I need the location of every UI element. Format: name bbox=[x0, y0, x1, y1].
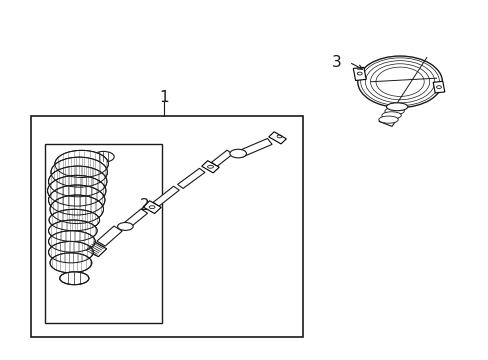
Ellipse shape bbox=[384, 108, 404, 114]
Polygon shape bbox=[237, 139, 271, 157]
Ellipse shape bbox=[381, 112, 401, 119]
Ellipse shape bbox=[117, 222, 133, 230]
Ellipse shape bbox=[48, 231, 95, 252]
Polygon shape bbox=[97, 226, 122, 246]
Polygon shape bbox=[123, 209, 147, 228]
Ellipse shape bbox=[55, 150, 108, 177]
Ellipse shape bbox=[50, 195, 103, 224]
Ellipse shape bbox=[48, 185, 105, 215]
Ellipse shape bbox=[47, 175, 106, 206]
Polygon shape bbox=[72, 251, 91, 267]
Ellipse shape bbox=[93, 152, 114, 162]
Text: 2: 2 bbox=[140, 198, 149, 212]
Ellipse shape bbox=[48, 220, 97, 242]
Ellipse shape bbox=[50, 253, 92, 273]
Bar bbox=[83, 240, 106, 257]
Text: 3: 3 bbox=[331, 55, 341, 69]
Ellipse shape bbox=[357, 56, 442, 108]
Text: 1: 1 bbox=[159, 90, 169, 105]
Bar bbox=[30, 116, 302, 337]
Polygon shape bbox=[153, 186, 179, 206]
Bar bbox=[268, 132, 286, 144]
Bar bbox=[45, 144, 162, 323]
Ellipse shape bbox=[51, 157, 107, 187]
Ellipse shape bbox=[48, 166, 107, 197]
Ellipse shape bbox=[378, 116, 397, 123]
Polygon shape bbox=[177, 168, 204, 188]
Ellipse shape bbox=[60, 272, 89, 285]
Bar bbox=[202, 161, 219, 173]
Polygon shape bbox=[378, 104, 403, 126]
Bar bbox=[432, 81, 444, 93]
Bar bbox=[143, 201, 161, 213]
Ellipse shape bbox=[48, 242, 93, 263]
Ellipse shape bbox=[229, 149, 246, 158]
Polygon shape bbox=[211, 150, 232, 166]
Ellipse shape bbox=[49, 209, 100, 231]
Bar bbox=[352, 67, 366, 81]
Ellipse shape bbox=[386, 103, 407, 111]
